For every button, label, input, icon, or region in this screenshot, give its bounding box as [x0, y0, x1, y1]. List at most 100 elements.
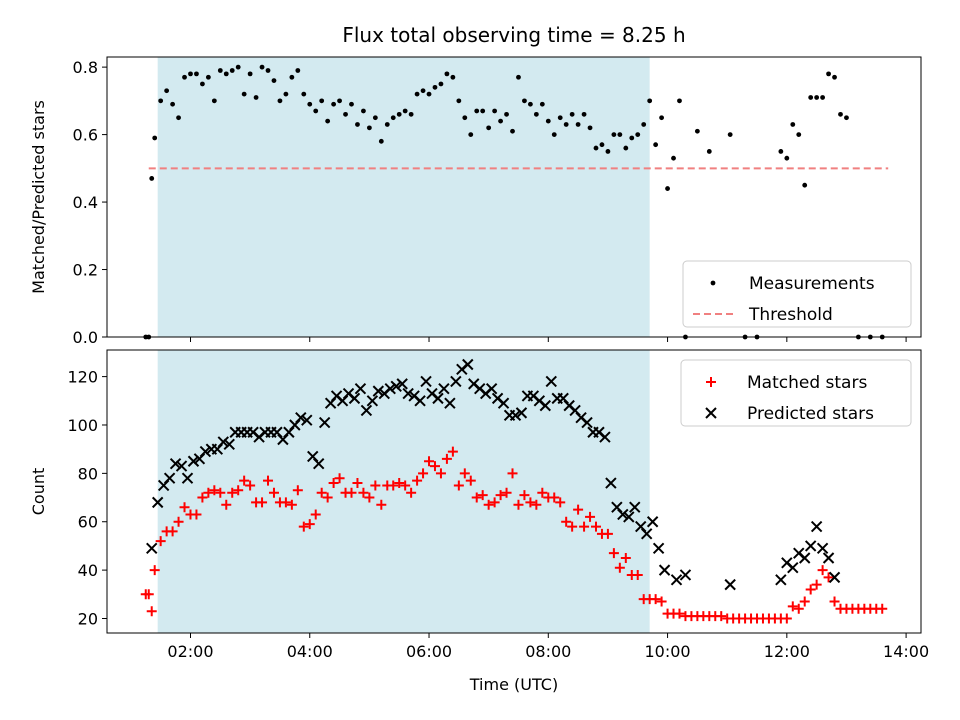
- data-point: [167, 526, 178, 537]
- data-point: [671, 155, 676, 161]
- plus-marker: [453, 480, 464, 491]
- data-point: [579, 521, 590, 532]
- data-point: [581, 416, 593, 429]
- data-point: [516, 74, 521, 80]
- data-point: [295, 412, 307, 424]
- plus-marker: [429, 461, 440, 472]
- data-point: [221, 499, 232, 510]
- data-point: [823, 572, 834, 583]
- data-point: [301, 91, 307, 97]
- data-point: [400, 480, 411, 491]
- y-tick-label: 0.0: [73, 328, 98, 347]
- data-point: [394, 478, 405, 489]
- plus-marker: [585, 511, 596, 522]
- data-point: [802, 182, 808, 188]
- plus-marker: [304, 519, 315, 530]
- plus-marker: [352, 478, 363, 489]
- data-point: [217, 436, 229, 448]
- data-point: [694, 128, 700, 134]
- plus-marker: [191, 509, 202, 520]
- x-tick-label: 08:00: [525, 642, 571, 661]
- plus-marker: [146, 606, 157, 617]
- data-point: [352, 478, 363, 489]
- data-point: [593, 145, 599, 151]
- data-point: [527, 101, 533, 107]
- x-tick-label: 12:00: [764, 642, 810, 661]
- data-point: [289, 74, 295, 80]
- data-point: [176, 115, 181, 121]
- plus-marker: [459, 468, 470, 479]
- plus-marker: [656, 596, 667, 607]
- data-point: [456, 98, 462, 104]
- y-tick-label: 40: [78, 561, 98, 580]
- plus-marker: [620, 553, 631, 564]
- data-point: [372, 385, 385, 397]
- plus-marker: [525, 497, 536, 508]
- data-point: [814, 95, 820, 100]
- data-point: [515, 407, 528, 419]
- data-point: [531, 499, 542, 510]
- plus-marker: [388, 480, 399, 491]
- data-point: [658, 564, 671, 576]
- data-point: [632, 569, 643, 580]
- data-point: [435, 468, 446, 479]
- x-axis-label: Time (UTC): [469, 675, 558, 694]
- data-point: [453, 480, 464, 491]
- x-tick-label: 14:00: [883, 642, 929, 661]
- data-point: [418, 468, 429, 479]
- plus-marker: [793, 603, 804, 614]
- plus-marker: [531, 499, 542, 510]
- plus-marker: [549, 492, 560, 503]
- data-point: [829, 596, 840, 607]
- series-measurements: [143, 64, 885, 340]
- plus-marker: [155, 536, 166, 547]
- plus-marker: [513, 499, 524, 510]
- data-point: [581, 111, 587, 117]
- data-point: [652, 542, 665, 555]
- data-point: [525, 497, 536, 508]
- data-point: [211, 98, 217, 104]
- data-point: [793, 603, 804, 614]
- plus-marker: [608, 548, 619, 559]
- data-point: [623, 145, 629, 151]
- data-point: [396, 378, 408, 390]
- data-point: [414, 91, 420, 97]
- data-point: [605, 149, 611, 154]
- data-point: [844, 115, 849, 121]
- data-point: [229, 68, 235, 73]
- data-point: [551, 132, 557, 137]
- data-point: [507, 468, 518, 479]
- plus-marker: [376, 499, 387, 510]
- data-point: [674, 608, 685, 619]
- x-tick-label: 04:00: [287, 642, 333, 661]
- data-point: [537, 487, 548, 498]
- data-point: [143, 589, 154, 600]
- plus-marker: [579, 521, 590, 532]
- data-point: [304, 519, 315, 530]
- data-point: [420, 88, 426, 94]
- plus-marker: [370, 480, 381, 491]
- data-point: [587, 125, 593, 131]
- plus-marker: [203, 487, 214, 498]
- data-point: [817, 565, 828, 576]
- data-point: [301, 414, 313, 426]
- data-point: [611, 132, 617, 137]
- data-point: [319, 98, 325, 104]
- plus-marker: [286, 499, 297, 510]
- y-tick-label: 60: [78, 513, 98, 532]
- data-point: [804, 540, 817, 552]
- plus-marker: [632, 569, 643, 580]
- data-point: [170, 101, 175, 107]
- data-point: [366, 395, 379, 407]
- data-point: [194, 71, 199, 77]
- plus-marker: [424, 456, 435, 467]
- data-point: [366, 125, 372, 131]
- data-point: [450, 74, 456, 80]
- data-point: [495, 490, 506, 501]
- data-point: [653, 142, 659, 148]
- data-point: [390, 115, 396, 121]
- plus-marker: [555, 497, 566, 508]
- data-point: [215, 487, 226, 498]
- data-point: [447, 446, 458, 457]
- data-point: [605, 477, 617, 489]
